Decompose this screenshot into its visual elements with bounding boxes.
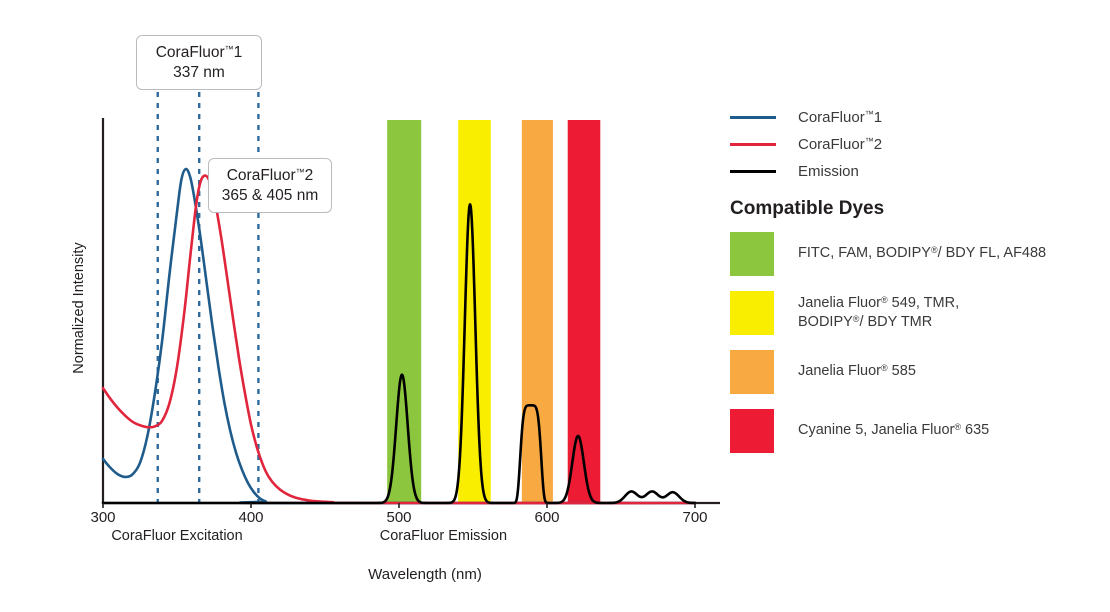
legend-item-emission: Emission bbox=[730, 158, 1100, 185]
callout-corafluor-2: CoraFluor™2 365 & 405 nm bbox=[208, 158, 332, 213]
green-band bbox=[387, 120, 422, 503]
dye-row: Janelia Fluor® 585 bbox=[730, 350, 1105, 394]
dye-label-line1: Janelia Fluor® 585 bbox=[798, 363, 916, 380]
legend-item-corafluor-1: CoraFluor™1 bbox=[730, 104, 1100, 131]
dye-label: Cyanine 5, Janelia Fluor® 635 bbox=[798, 421, 989, 440]
x-tick-label: 600 bbox=[534, 509, 560, 526]
compatible-dyes-heading: Compatible Dyes bbox=[730, 198, 885, 219]
callout-1-line1: CoraFluor™1 bbox=[155, 44, 243, 61]
x-tick-label: 500 bbox=[386, 509, 412, 526]
orange-band bbox=[521, 120, 553, 503]
dye-color-swatch bbox=[730, 350, 774, 394]
dye-label-line2: BODIPY®/ BDY TMR bbox=[798, 314, 933, 330]
dye-label: FITC, FAM, BODIPY®/ BDY FL, AF488 bbox=[798, 244, 1046, 263]
curve-corafluor-1 bbox=[101, 167, 697, 505]
callout-2-line2: 365 & 405 nm bbox=[221, 186, 319, 204]
dye-label-line1: Janelia Fluor® 549, TMR, bbox=[798, 294, 960, 311]
dye-color-swatch bbox=[730, 409, 774, 453]
red-band bbox=[567, 120, 601, 503]
x-tick-label: 700 bbox=[682, 509, 708, 526]
excitation-region-label: CoraFluor Excitation bbox=[111, 528, 243, 544]
legend-item-corafluor-2: CoraFluor™2 bbox=[730, 131, 1100, 158]
legend-label-corafluor-1: CoraFluor™1 bbox=[798, 109, 883, 126]
x-axis-title: Wavelength (nm) bbox=[368, 566, 482, 583]
callout-1-line2: 337 nm bbox=[173, 63, 225, 81]
legend-line-swatch-red bbox=[730, 143, 776, 146]
dye-row: Janelia Fluor® 549, TMR, BODIPY®/ BDY TMR bbox=[730, 291, 1105, 335]
dye-label: Janelia Fluor® 585 bbox=[798, 362, 916, 381]
callout-2-line1: CoraFluor™2 bbox=[226, 167, 314, 184]
compatible-dyes-list: FITC, FAM, BODIPY®/ BDY FL, AF488 Janelia… bbox=[730, 232, 1105, 468]
x-tick-label: 300 bbox=[90, 509, 116, 526]
dye-label-line1: Cyanine 5, Janelia Fluor® 635 bbox=[798, 422, 990, 439]
curve-emission bbox=[101, 202, 697, 505]
dye-label: Janelia Fluor® 549, TMR, BODIPY®/ BDY TMR bbox=[798, 294, 959, 333]
emission-region-label: CoraFluor Emission bbox=[379, 528, 508, 544]
x-tick-label: 400 bbox=[238, 509, 264, 526]
legend-line-swatch-blue bbox=[730, 116, 776, 119]
legend-label-corafluor-2: CoraFluor™2 bbox=[798, 136, 883, 153]
dye-color-swatch bbox=[730, 232, 774, 276]
dye-label-line1: FITC, FAM, BODIPY®/ BDY FL, AF488 bbox=[798, 245, 1047, 262]
legend-label-emission: Emission bbox=[798, 163, 859, 180]
dye-color-swatch bbox=[730, 291, 774, 335]
callout-corafluor-1: CoraFluor™1 337 nm bbox=[136, 35, 262, 90]
spectra-chart: CoraFluor™1 337 nm CoraFluor™2 365 & 405… bbox=[71, 35, 720, 583]
series-legend: CoraFluor™1 CoraFluor™2 Emission bbox=[730, 104, 1100, 185]
legend-line-swatch-black bbox=[730, 170, 776, 173]
dye-row: FITC, FAM, BODIPY®/ BDY FL, AF488 bbox=[730, 232, 1105, 276]
y-axis-title: Normalized Intensity bbox=[71, 242, 87, 374]
dye-row: Cyanine 5, Janelia Fluor® 635 bbox=[730, 409, 1105, 453]
